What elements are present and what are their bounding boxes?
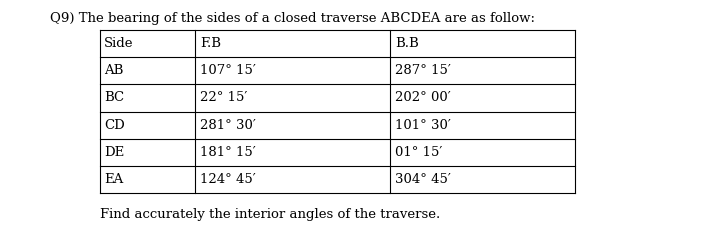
Text: 107° 15′: 107° 15′: [200, 64, 256, 77]
Text: BC: BC: [104, 91, 124, 104]
Text: CD: CD: [104, 119, 125, 132]
Text: Side: Side: [104, 37, 133, 50]
Text: B.B: B.B: [395, 37, 419, 50]
Text: 304° 45′: 304° 45′: [395, 173, 451, 186]
Text: 281° 30′: 281° 30′: [200, 119, 256, 132]
Text: Find accurately the interior angles of the traverse.: Find accurately the interior angles of t…: [100, 208, 440, 221]
Text: 22° 15′: 22° 15′: [200, 91, 248, 104]
Text: DE: DE: [104, 146, 125, 159]
Text: 124° 45′: 124° 45′: [200, 173, 256, 186]
Text: AB: AB: [104, 64, 123, 77]
Text: 01° 15′: 01° 15′: [395, 146, 442, 159]
Text: 101° 30′: 101° 30′: [395, 119, 451, 132]
Text: 181° 15′: 181° 15′: [200, 146, 256, 159]
Text: Q9) The bearing of the sides of a closed traverse ABCDEA are as follow:: Q9) The bearing of the sides of a closed…: [50, 12, 535, 25]
Text: 287° 15′: 287° 15′: [395, 64, 451, 77]
Text: EA: EA: [104, 173, 123, 186]
Text: 202° 00′: 202° 00′: [395, 91, 451, 104]
Text: F.B: F.B: [200, 37, 221, 50]
